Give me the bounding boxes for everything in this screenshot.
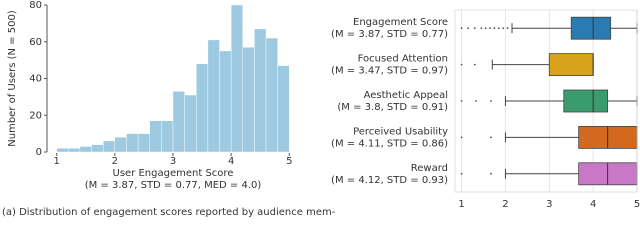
flier [497, 27, 500, 30]
bar [91, 144, 104, 153]
bar [277, 65, 290, 153]
plot-frame [454, 9, 638, 193]
bar [230, 4, 243, 153]
bar [149, 120, 162, 153]
box-name: Reward [411, 163, 448, 174]
bar [196, 63, 209, 153]
bar [161, 120, 174, 153]
box-name: Engagement Score [353, 17, 448, 28]
flier [493, 27, 496, 30]
x-tick-label: 3 [170, 156, 176, 167]
bar [103, 140, 116, 153]
box [563, 89, 609, 113]
x-tick-label: 1 [458, 199, 464, 210]
x-tick-label: 2 [502, 199, 508, 210]
bar [265, 37, 278, 153]
y-axis-title: Number of Users (N = 500) [7, 10, 18, 147]
bar [56, 148, 69, 153]
x-tick-label: 5 [286, 156, 292, 167]
y-tick-label: 80 [29, 0, 42, 11]
flier [490, 100, 492, 102]
x-tick-label: 5 [634, 199, 640, 210]
flier [460, 172, 463, 175]
figure: 0 20 40 60 80 1 2 3 4 5 Number of Users (N = 500) U… [2, 0, 640, 218]
bar [242, 47, 255, 153]
x-tick-label: 3 [546, 199, 552, 210]
page: {"chart_data": [ {"type": "histogram", "… [0, 0, 640, 220]
flier [480, 27, 483, 30]
bar [137, 133, 150, 153]
y-tick-label: 0 [36, 147, 42, 158]
box-note: (M = 4.11, STD = 0.86) [331, 138, 448, 149]
bar [79, 146, 92, 153]
flier [473, 27, 476, 30]
bar [207, 39, 220, 153]
box [570, 16, 612, 40]
flier [490, 136, 492, 139]
flier [460, 100, 463, 102]
box-note: (M = 4.12, STD = 0.93) [331, 175, 448, 186]
x-tick-label: 4 [590, 199, 596, 210]
flier [490, 172, 492, 175]
box-name: Focused Attention [358, 54, 448, 65]
y-tick-label: 60 [29, 37, 42, 48]
x-tick-label: 1 [54, 156, 60, 167]
caption: (a) Distribution of engagement scores re… [2, 207, 336, 218]
box-name: Perceived Usability [353, 126, 448, 137]
flier [460, 63, 463, 66]
flier [502, 27, 505, 30]
bar [114, 137, 127, 153]
box-note: (M = 3.8, STD = 0.91) [337, 102, 448, 113]
flier [460, 27, 463, 30]
bar [68, 148, 81, 153]
flier [467, 27, 470, 30]
x-axis-subtitle: (M = 3.87, STD = 0.77, MED = 4.0) [85, 180, 262, 191]
flier [484, 27, 487, 30]
bar [126, 133, 139, 153]
y-tick-label: 40 [29, 74, 42, 85]
bar [219, 50, 232, 153]
box [548, 53, 594, 76]
flier [475, 100, 477, 102]
bar [254, 28, 267, 153]
y-tick-label: 20 [29, 110, 42, 121]
flier [506, 27, 509, 30]
box-name: Aesthetic Appeal [364, 90, 448, 101]
x-tick-label: 4 [228, 156, 234, 167]
box-note: (M = 3.87, STD = 0.77) [331, 29, 448, 40]
flier [473, 63, 476, 66]
bar [172, 91, 185, 153]
flier [460, 136, 463, 139]
flier [489, 27, 491, 30]
box-note: (M = 3.47, STD = 0.97) [331, 66, 448, 77]
bar [184, 94, 197, 153]
x-axis-title: User Engagement Score [113, 168, 234, 179]
x-tick-label: 2 [112, 156, 118, 167]
